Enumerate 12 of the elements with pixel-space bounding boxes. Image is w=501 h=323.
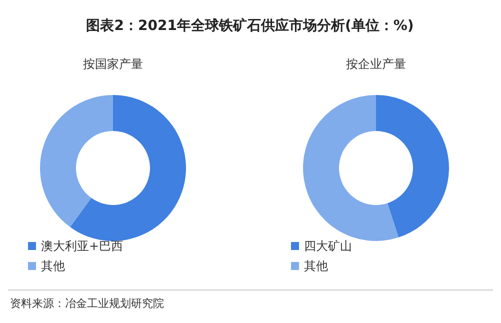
donut-slice (376, 95, 449, 238)
text: 图表2：2021年全球铁矿石供应市场分析(单位：%) (86, 17, 414, 34)
legend-label: 其他 (41, 259, 65, 273)
text: 资料来源：冶金工业规划研究院 (10, 297, 164, 310)
donut-slice (303, 95, 399, 241)
legend-label: 澳大利亚+巴西 (41, 239, 124, 253)
donut-slice (70, 95, 186, 241)
legend-label: 其他 (304, 259, 328, 273)
legend-label: 四大矿山 (304, 239, 352, 253)
chart-subtitle: 按企业产量 (346, 57, 406, 71)
chart-subtitle: 按国家产量 (83, 57, 143, 71)
donut-slice (40, 95, 113, 228)
